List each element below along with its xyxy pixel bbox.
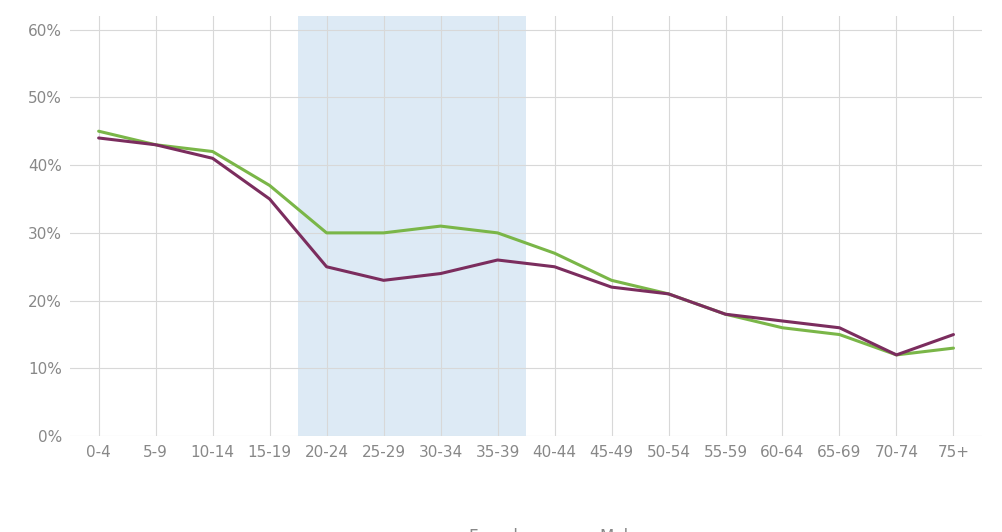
Bar: [299, 16, 526, 436]
Legend: Female, Male: Female, Male: [413, 528, 639, 532]
